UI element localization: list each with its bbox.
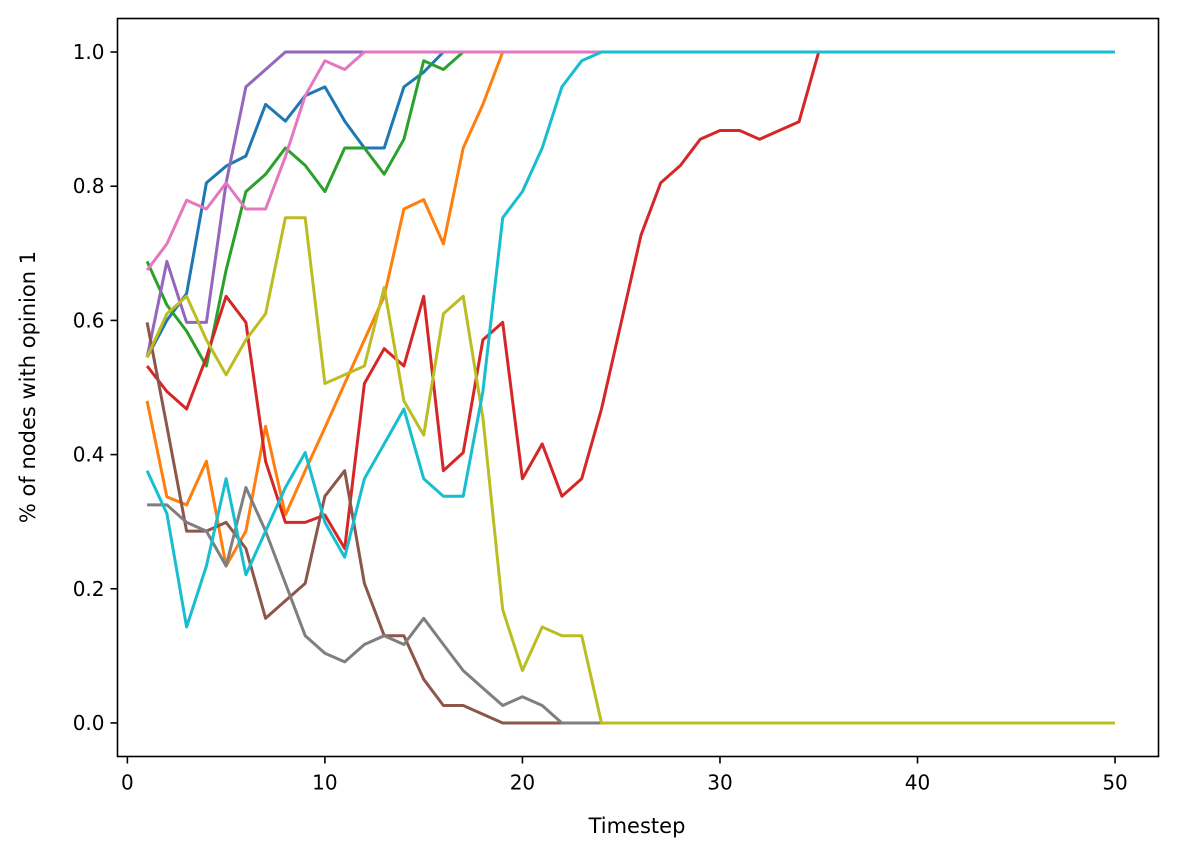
x-tick-label: 0 (121, 771, 134, 795)
y-axis-label: % of nodes with opinion 1 (16, 251, 40, 523)
series-line-5 (145, 50, 1115, 358)
y-tick-label: 0.4 (73, 443, 105, 467)
x-axis: 0 10 20 30 40 50 (121, 756, 1128, 795)
series-layer (145, 50, 1115, 725)
y-axis: 0.0 0.2 0.4 0.6 0.8 1.0 (73, 40, 118, 735)
plot-frame (116, 17, 1160, 758)
series-line-1 (145, 50, 1115, 359)
x-tick-label: 10 (312, 771, 337, 795)
x-tick-label: 20 (510, 771, 535, 795)
series-line-10 (145, 50, 1115, 629)
y-tick-label: 0.8 (73, 174, 105, 198)
x-axis-label: Timestep (588, 814, 686, 838)
y-tick-label: 0.0 (73, 711, 105, 735)
y-tick-label: 0.2 (73, 577, 105, 601)
y-tick-label: 1.0 (73, 40, 105, 64)
series-line-2 (145, 50, 1115, 568)
series-line-9 (145, 216, 1115, 725)
x-tick-label: 40 (905, 771, 930, 795)
x-tick-label: 30 (707, 771, 732, 795)
series-line-3 (145, 50, 1115, 368)
y-tick-label: 0.6 (73, 308, 105, 332)
x-tick-label: 50 (1102, 771, 1127, 795)
series-line-7 (145, 50, 1115, 272)
